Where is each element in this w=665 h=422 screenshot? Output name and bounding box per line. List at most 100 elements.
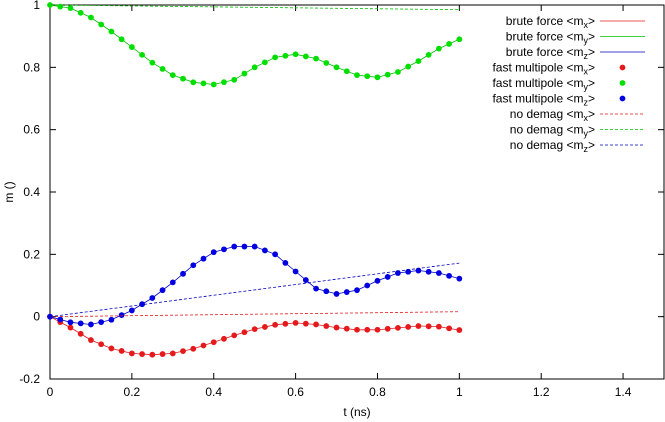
legend-label-sub: x bbox=[583, 20, 588, 30]
data-point bbox=[272, 54, 279, 61]
data-point-interp bbox=[221, 335, 227, 342]
y-tick-label: 0.2 bbox=[23, 247, 40, 261]
legend-label: fast multipole <mx> bbox=[492, 61, 595, 77]
data-point bbox=[456, 36, 463, 43]
data-point-interp bbox=[180, 348, 186, 355]
data-point-interp bbox=[364, 282, 371, 289]
legend-label-prefix: no demag <m bbox=[510, 123, 584, 137]
data-point-interp bbox=[262, 59, 268, 66]
data-point-interp bbox=[118, 312, 125, 319]
data-point-interp bbox=[282, 52, 289, 59]
data-point bbox=[210, 81, 217, 88]
data-point-interp bbox=[302, 277, 309, 283]
data-point-interp bbox=[384, 325, 391, 332]
legend-label-suffix: > bbox=[588, 61, 595, 75]
data-point-interp bbox=[302, 53, 309, 60]
legend-label-prefix: fast multipole <m bbox=[492, 76, 583, 90]
data-point bbox=[108, 28, 115, 35]
x-tick-label: 0.4 bbox=[205, 385, 222, 399]
data-point bbox=[374, 277, 381, 284]
data-point bbox=[435, 45, 442, 52]
series-3-points bbox=[47, 313, 463, 358]
data-point bbox=[190, 262, 197, 269]
data-point-interp bbox=[139, 301, 146, 308]
data-point bbox=[395, 69, 401, 75]
legend-label-sub: y bbox=[583, 36, 588, 46]
data-point-interp bbox=[405, 324, 412, 330]
data-point-interp bbox=[200, 80, 207, 87]
data-point bbox=[313, 285, 319, 292]
x-tick-label: 0.6 bbox=[287, 385, 304, 399]
series-6-line bbox=[49, 311, 460, 318]
legend-sample-point bbox=[619, 64, 626, 71]
series-8-line bbox=[49, 262, 460, 318]
legend-label-sub: x bbox=[583, 67, 588, 77]
x-tick-label: 1.2 bbox=[533, 385, 550, 399]
data-point bbox=[272, 251, 279, 258]
legend-label-sub: z bbox=[583, 51, 588, 61]
legend-sample-point bbox=[619, 95, 626, 102]
data-point-interp bbox=[241, 243, 248, 250]
data-point bbox=[292, 51, 299, 58]
data-point bbox=[88, 321, 94, 328]
data-point-interp bbox=[200, 342, 207, 349]
legend-label-prefix: fast multipole <m bbox=[492, 92, 583, 106]
series-4-points bbox=[47, 2, 463, 88]
data-point bbox=[333, 64, 340, 71]
series-7-line bbox=[49, 4, 460, 11]
data-point-interp bbox=[282, 320, 289, 327]
data-point bbox=[149, 295, 156, 301]
legend-label-prefix: brute force <m bbox=[506, 30, 584, 44]
data-point bbox=[333, 291, 340, 297]
data-point bbox=[190, 79, 197, 86]
data-point-interp bbox=[77, 330, 84, 337]
data-point-interp bbox=[425, 51, 432, 58]
data-point-interp bbox=[323, 323, 330, 329]
data-point bbox=[210, 249, 217, 256]
data-point-interp bbox=[384, 274, 391, 280]
data-point-interp bbox=[77, 9, 84, 16]
data-point bbox=[190, 345, 197, 352]
legend-label: fast multipole <mz> bbox=[492, 92, 595, 108]
data-point bbox=[292, 320, 299, 326]
data-point-interp bbox=[446, 272, 452, 279]
legend-label-suffix: > bbox=[588, 30, 595, 44]
x-tick-label: 1.4 bbox=[615, 385, 632, 399]
y-tick-label: -0.2 bbox=[19, 372, 40, 386]
data-point bbox=[415, 267, 422, 274]
data-point bbox=[210, 339, 217, 346]
data-point bbox=[251, 243, 258, 250]
data-point bbox=[88, 14, 94, 21]
legend-label-prefix: brute force <m bbox=[506, 14, 584, 28]
data-point-interp bbox=[159, 287, 166, 294]
data-point-interp bbox=[98, 341, 105, 348]
data-point bbox=[128, 307, 135, 314]
data-point-interp bbox=[302, 320, 309, 327]
y-axis-label: m () bbox=[2, 181, 16, 202]
data-point bbox=[88, 337, 94, 343]
data-point bbox=[456, 327, 463, 333]
data-point bbox=[251, 326, 258, 333]
legend-label: no demag <mx> bbox=[510, 107, 595, 123]
legend-label-sub: z bbox=[583, 98, 588, 108]
data-point-interp bbox=[221, 246, 227, 253]
data-point-interp bbox=[221, 79, 227, 86]
data-point bbox=[374, 326, 381, 333]
data-point-interp bbox=[139, 51, 146, 58]
data-point bbox=[354, 326, 360, 333]
data-point bbox=[292, 268, 299, 275]
legend-label: brute force <mz> bbox=[506, 45, 595, 61]
data-point-interp bbox=[405, 268, 412, 275]
data-point bbox=[169, 350, 176, 357]
data-point bbox=[415, 58, 422, 64]
legend-label: brute force <my> bbox=[506, 30, 595, 46]
data-point bbox=[169, 279, 176, 286]
data-point bbox=[108, 316, 115, 323]
data-point bbox=[313, 321, 319, 328]
legend-label: no demag <mz> bbox=[510, 138, 595, 154]
data-point-interp bbox=[446, 41, 452, 47]
data-point-interp bbox=[241, 70, 248, 77]
legend-sample-point bbox=[619, 80, 626, 86]
data-point-interp bbox=[425, 268, 432, 275]
